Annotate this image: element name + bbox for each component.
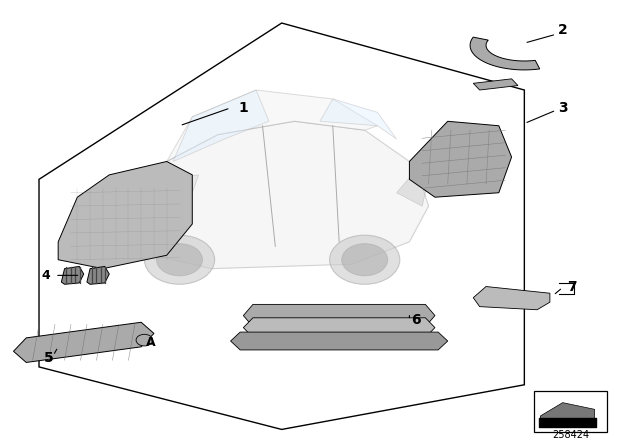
- Text: 6: 6: [411, 313, 420, 327]
- Polygon shape: [320, 99, 397, 139]
- Text: 7: 7: [568, 280, 577, 293]
- Polygon shape: [87, 267, 109, 284]
- Text: 1: 1: [239, 101, 248, 115]
- Circle shape: [157, 244, 202, 276]
- Polygon shape: [230, 332, 448, 350]
- Text: 4: 4: [41, 269, 50, 282]
- Text: 2: 2: [558, 23, 568, 37]
- Polygon shape: [243, 304, 435, 327]
- Circle shape: [330, 235, 400, 284]
- Polygon shape: [61, 267, 84, 284]
- Polygon shape: [58, 161, 192, 269]
- Text: 5: 5: [44, 351, 54, 365]
- Polygon shape: [410, 121, 511, 197]
- Text: 258424: 258424: [552, 430, 589, 440]
- Polygon shape: [473, 79, 518, 90]
- Polygon shape: [116, 121, 429, 269]
- Circle shape: [145, 235, 214, 284]
- Polygon shape: [243, 318, 435, 337]
- Polygon shape: [141, 175, 198, 206]
- Circle shape: [342, 244, 388, 276]
- Text: 3: 3: [558, 101, 568, 115]
- Polygon shape: [397, 170, 429, 206]
- Polygon shape: [540, 403, 595, 425]
- Polygon shape: [173, 90, 269, 161]
- Bar: [534, 392, 607, 432]
- Circle shape: [136, 334, 153, 346]
- Polygon shape: [167, 90, 378, 161]
- Polygon shape: [473, 287, 550, 310]
- Polygon shape: [116, 193, 154, 237]
- Text: A: A: [146, 336, 156, 349]
- Polygon shape: [13, 322, 154, 362]
- Polygon shape: [470, 37, 540, 70]
